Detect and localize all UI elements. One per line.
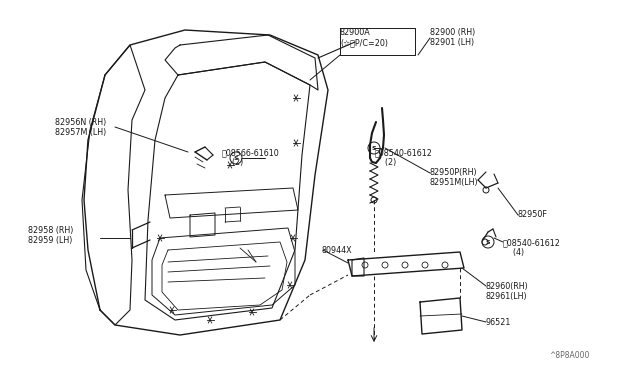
Text: 82958 (RH)
82959 (LH): 82958 (RH) 82959 (LH) <box>28 226 74 246</box>
Text: Ⓝ08566-61610
    (2): Ⓝ08566-61610 (2) <box>222 148 280 167</box>
Text: S: S <box>486 240 490 244</box>
Text: 82960(RH)
82961(LH): 82960(RH) 82961(LH) <box>486 282 529 301</box>
Text: 82950F: 82950F <box>518 210 548 219</box>
Text: 80944X: 80944X <box>322 246 353 255</box>
Text: 96521: 96521 <box>486 318 511 327</box>
Text: 82900A
(☆印P/C=20): 82900A (☆印P/C=20) <box>340 28 388 47</box>
Text: S: S <box>234 155 238 160</box>
Text: 82956N (RH)
82957M (LH): 82956N (RH) 82957M (LH) <box>55 118 106 137</box>
Text: ^8P8A000: ^8P8A000 <box>550 351 590 360</box>
Text: S: S <box>372 145 376 151</box>
Text: Ⓝ08540-61612
    (4): Ⓝ08540-61612 (4) <box>503 238 561 257</box>
Text: 82900 (RH)
82901 (LH): 82900 (RH) 82901 (LH) <box>430 28 476 47</box>
Text: 82950P(RH)
82951M(LH): 82950P(RH) 82951M(LH) <box>430 168 479 187</box>
Text: Ⓝ08540-61612
    (2): Ⓝ08540-61612 (2) <box>375 148 433 167</box>
